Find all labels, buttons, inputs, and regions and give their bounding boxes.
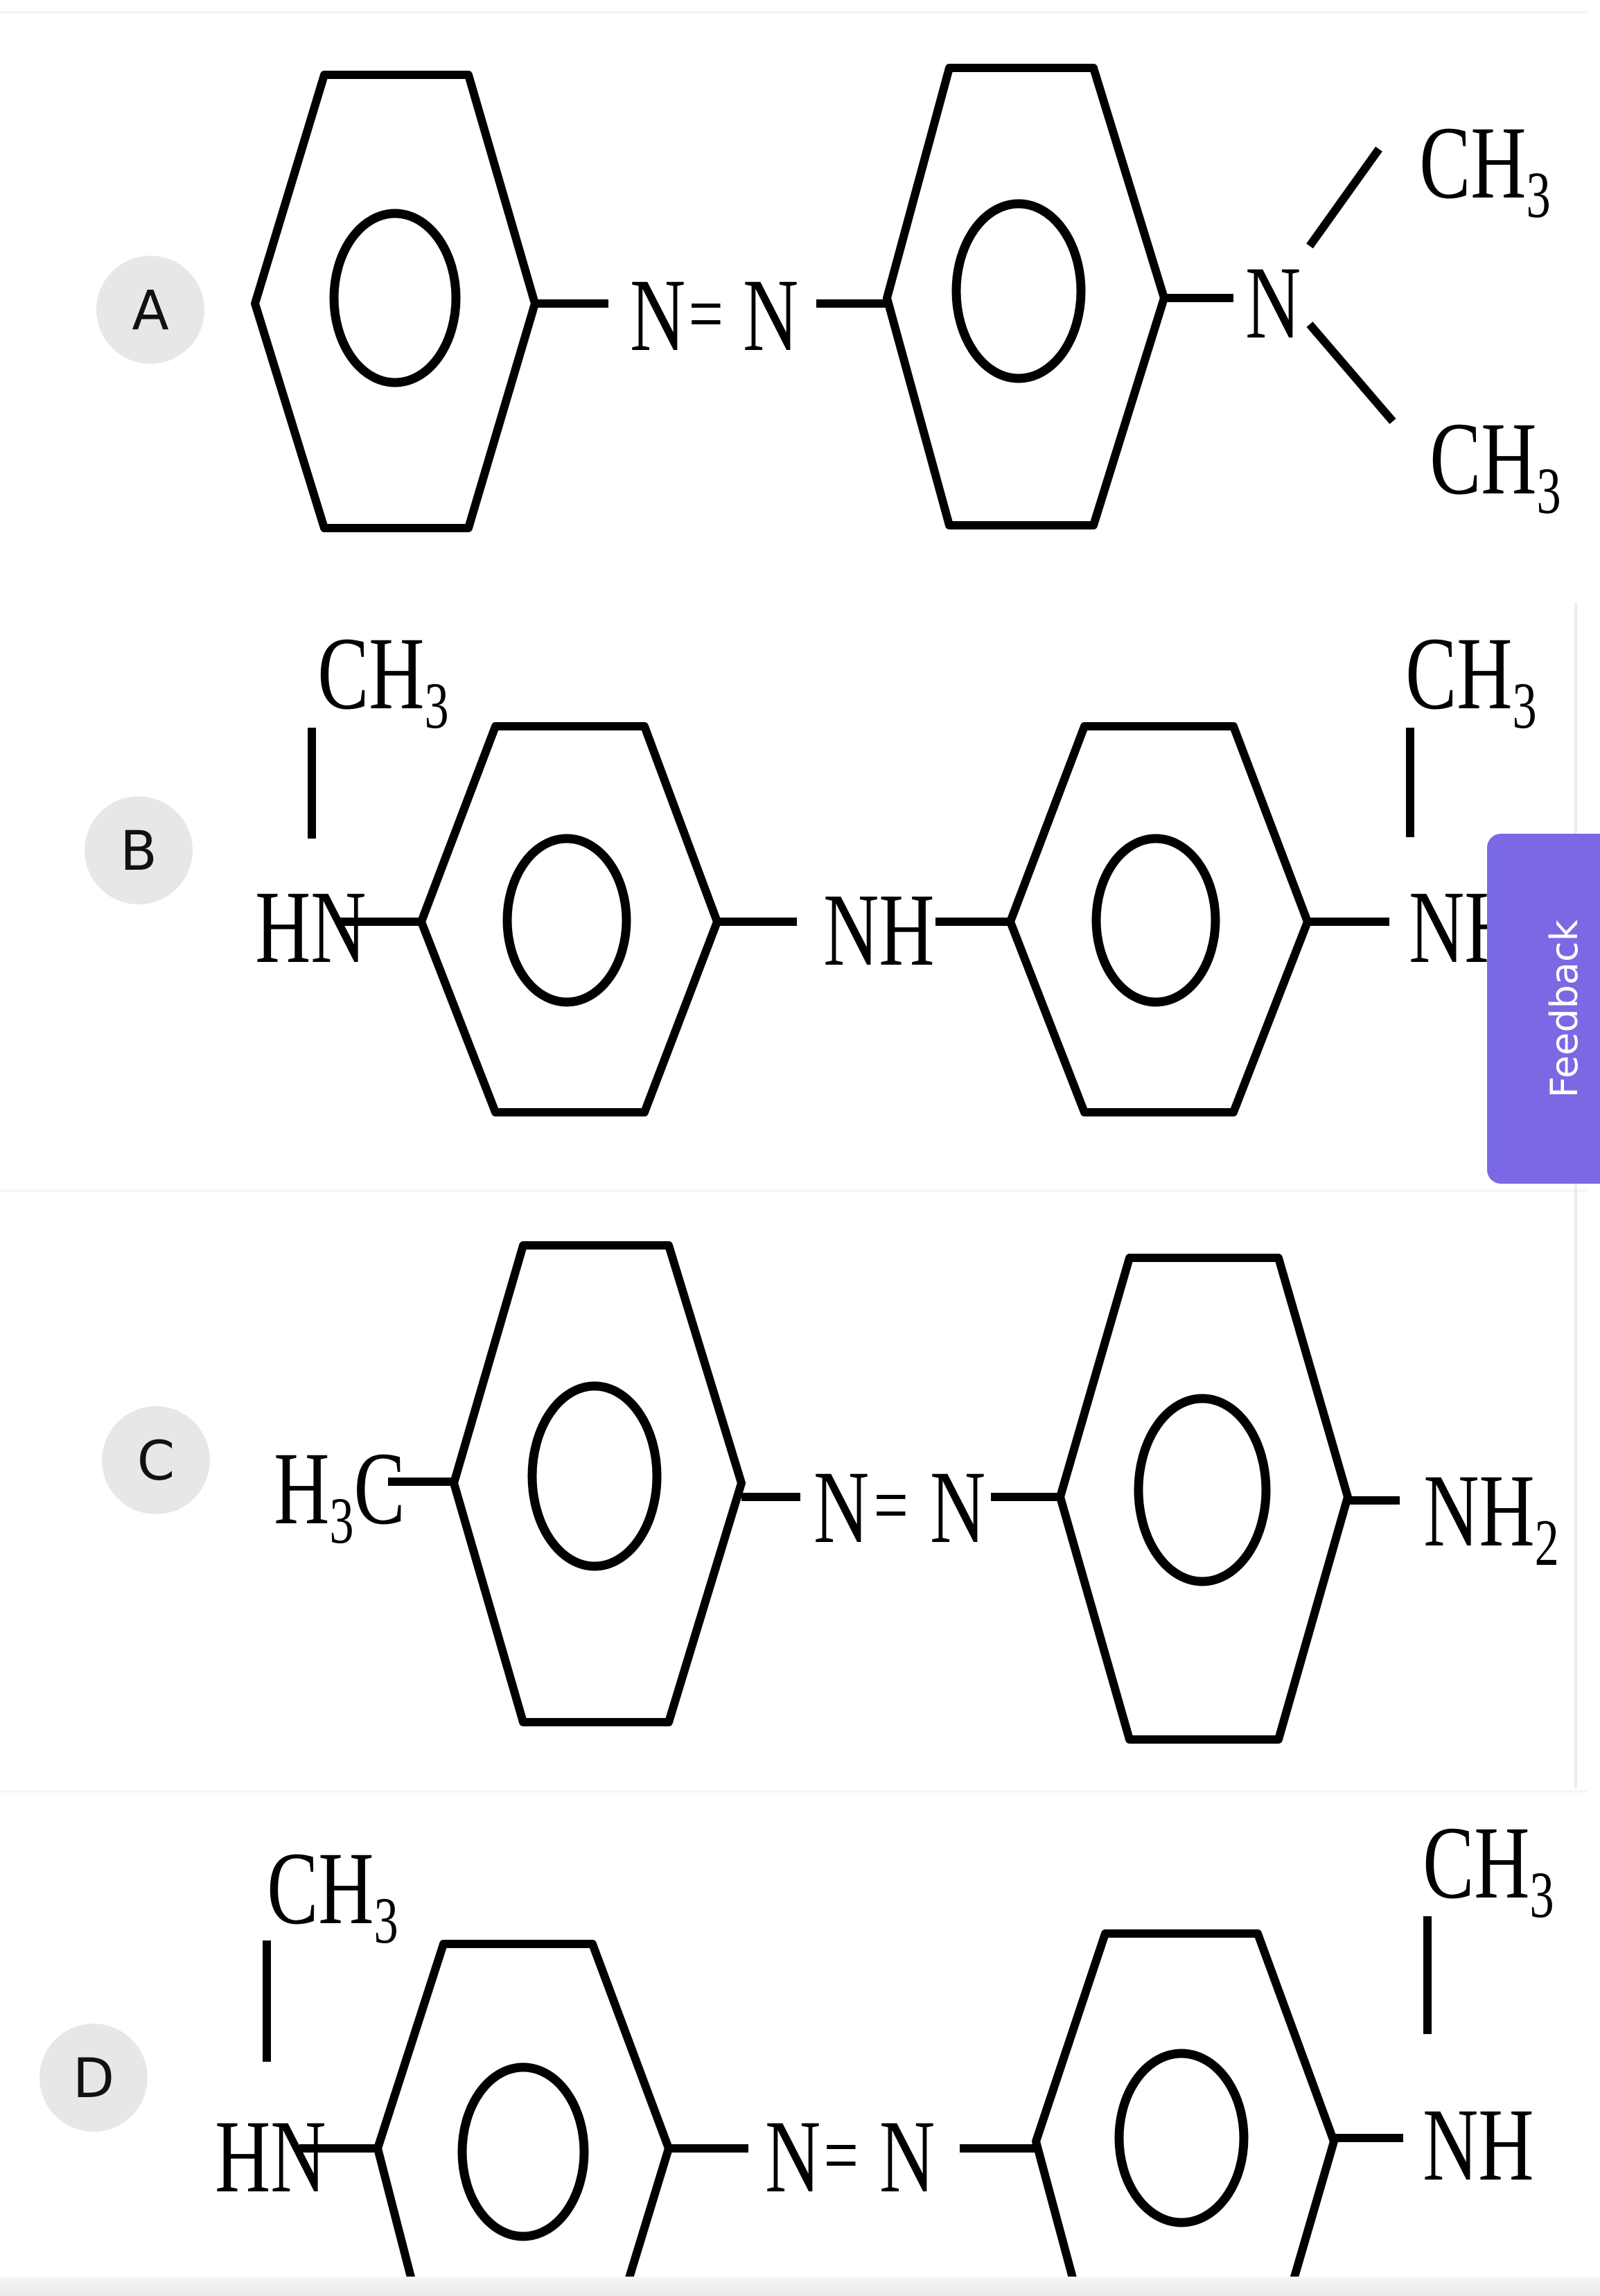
option-a-azo-n2: N (743, 257, 798, 373)
option-c-ring-right (1056, 1254, 1352, 1744)
option-a-azo-n1: N (630, 257, 685, 373)
option-b-ring-left-circle (502, 834, 631, 1007)
option-d-ring-right-circle (1114, 2049, 1249, 2227)
option-d-badge-label: D (73, 2048, 114, 2110)
feedback-tab[interactable]: Feedback (1487, 834, 1600, 1184)
option-c-badge[interactable] (102, 1406, 210, 1514)
option-c-azo-n1: N (814, 1449, 869, 1565)
option-a-bond-methyl-bottom (1306, 322, 1396, 424)
option-c-ring-left (450, 1241, 746, 1726)
option-d-ring-left-circle (457, 2062, 589, 2241)
option-a-ring-right (883, 64, 1168, 529)
option-c-ring-right-circle (1134, 1394, 1271, 1586)
option-b-bridge: NH (823, 872, 934, 988)
option-d-left-methyl: CH3 (267, 1830, 398, 1958)
option-b-right-methyl: CH3 (1405, 615, 1536, 743)
option-d-badge[interactable] (39, 2024, 148, 2132)
option-c-badge-label: C (137, 1430, 175, 1493)
option-d-azo-eq: = (824, 2109, 859, 2201)
option-a-ring-left (251, 71, 539, 532)
option-a[interactable]: A N = N N CH3 CH3 (96, 64, 1561, 532)
option-a-azo-eq: = (689, 268, 723, 360)
option-c-azo-eq: = (874, 1459, 908, 1551)
option-b[interactable]: B CH3 HN NH CH3 NH (85, 615, 1537, 1116)
option-d-right-amine: NH (1423, 2087, 1533, 2202)
option-c-ring-left-circle (527, 1381, 662, 1571)
feedback-label: Feedback (1542, 919, 1586, 1098)
option-d-azo-n2: N (879, 2098, 935, 2214)
option-b-ring-right (1006, 722, 1312, 1116)
option-b-ring-left (417, 722, 721, 1116)
option-a-methyl-top: CH3 (1419, 105, 1550, 232)
option-c[interactable]: C H3C N = N NH2 (102, 1241, 1559, 1744)
bottom-bar (0, 2277, 1600, 2296)
option-a-bond-methyl-top (1306, 146, 1382, 249)
page-edge (1574, 603, 1577, 1788)
option-b-left-amine: HN (255, 869, 366, 985)
option-c-methyl: H3C (274, 1430, 405, 1558)
option-a-badge-label: A (132, 280, 168, 342)
option-b-badge-label: B (120, 821, 157, 883)
option-d-right-methyl: CH3 (1423, 1805, 1554, 1932)
option-d-left-amine: HN (215, 2098, 326, 2214)
option-d-ring-right (1032, 1929, 1338, 2296)
option-a-amine-n: N (1245, 245, 1301, 360)
option-d-azo-n1: N (765, 2098, 820, 2214)
option-c-azo-n2: N (930, 1449, 985, 1565)
option-b-left-methyl: CH3 (317, 615, 448, 743)
option-a-ring-right-circle (951, 199, 1086, 383)
option-b-badge[interactable] (85, 796, 193, 904)
option-d-ring-left (373, 1940, 673, 2296)
option-d[interactable]: D CH3 HN N = N CH3 NH (39, 1805, 1554, 2296)
option-b-ring-right-circle (1091, 834, 1220, 1007)
option-c-amino: NH2 (1423, 1453, 1558, 1580)
option-a-ring-left-circle (329, 209, 461, 387)
option-a-badge[interactable] (96, 256, 204, 364)
option-a-methyl-bottom: CH3 (1430, 401, 1561, 528)
